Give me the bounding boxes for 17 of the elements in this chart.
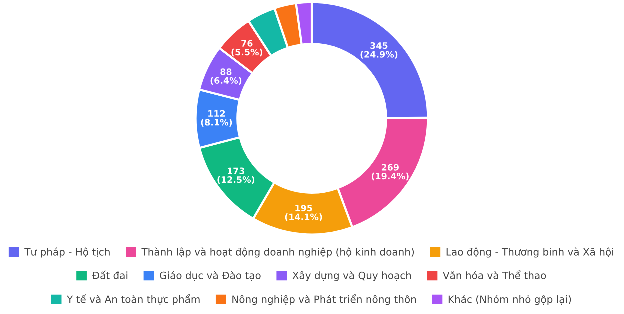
legend-label: Tư pháp - Hộ tịch	[24, 248, 110, 258]
legend-label: Lao động - Thương binh và Xã hội	[446, 248, 614, 258]
data-label: 112 (8.1%)	[201, 110, 232, 127]
data-label: 173 (12.5%)	[218, 168, 255, 184]
data-label: 269 (19.4%)	[372, 164, 409, 181]
data-label: 345 (24.9%)	[360, 42, 398, 59]
legend-label: Y tế và An toàn thực phẩm	[67, 294, 200, 306]
legend-label: Xây dựng và Quy hoạch	[292, 271, 412, 282]
legend-label: Khác (Nhóm nhỏ gộp lại)	[448, 295, 572, 306]
data-label: 88 (6.4%)	[210, 68, 242, 86]
legend-label: Giáo dục và Đào tạo	[160, 271, 261, 282]
data-label: 76 (5.5%)	[232, 40, 263, 57]
legend-label: Thành lập và hoạt động doanh nghiệp (hộ kinh doanh)	[142, 248, 414, 258]
legend-label: Đất đai	[92, 270, 128, 280]
legend-label: Nông nghiệp và Phát triển nông thôn	[232, 294, 416, 306]
legend-label: Văn hóa và Thể thao	[443, 270, 546, 280]
data-label: 195 (14.1%)	[285, 205, 322, 222]
